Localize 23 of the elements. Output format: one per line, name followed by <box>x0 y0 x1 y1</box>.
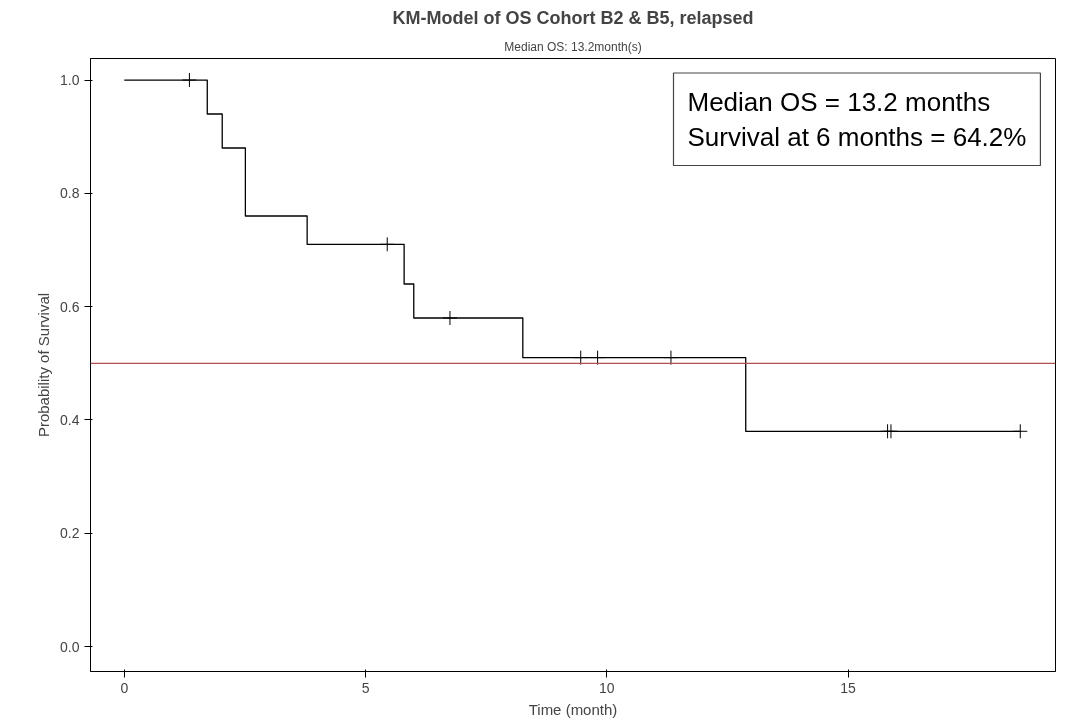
x-tick-label: 5 <box>361 679 370 696</box>
point <box>573 350 589 366</box>
point <box>379 236 395 252</box>
chart-title: KM-Model of OS Cohort B2 & B5, relapsed <box>392 7 754 28</box>
y-axis-title: Probability of Survival <box>35 292 53 438</box>
x-tick-label: 10 <box>598 679 615 696</box>
annotation: Median OS = 13.2 months <box>687 87 991 117</box>
y-tick-label: 0.0 <box>60 638 80 655</box>
x-tick-label: 0 <box>120 679 129 696</box>
y-tick-label: 0.4 <box>60 411 80 428</box>
y-tick-label: 0.8 <box>60 185 80 202</box>
point <box>663 350 679 366</box>
point <box>442 310 458 326</box>
x-tick-label: 15 <box>840 679 857 696</box>
y-tick-label: 0.6 <box>60 298 80 315</box>
x-axis-title: Time (month) <box>528 700 618 718</box>
point <box>181 72 197 88</box>
point <box>590 350 606 366</box>
annotation: Survival at 6 months = 64.2% <box>687 121 1027 152</box>
point <box>1012 423 1028 439</box>
chart-subtitle: Median OS: 13.2month(s) <box>504 39 642 54</box>
y-tick-label: 0.2 <box>60 525 80 542</box>
y-tick-label: 1.0 <box>60 72 80 89</box>
